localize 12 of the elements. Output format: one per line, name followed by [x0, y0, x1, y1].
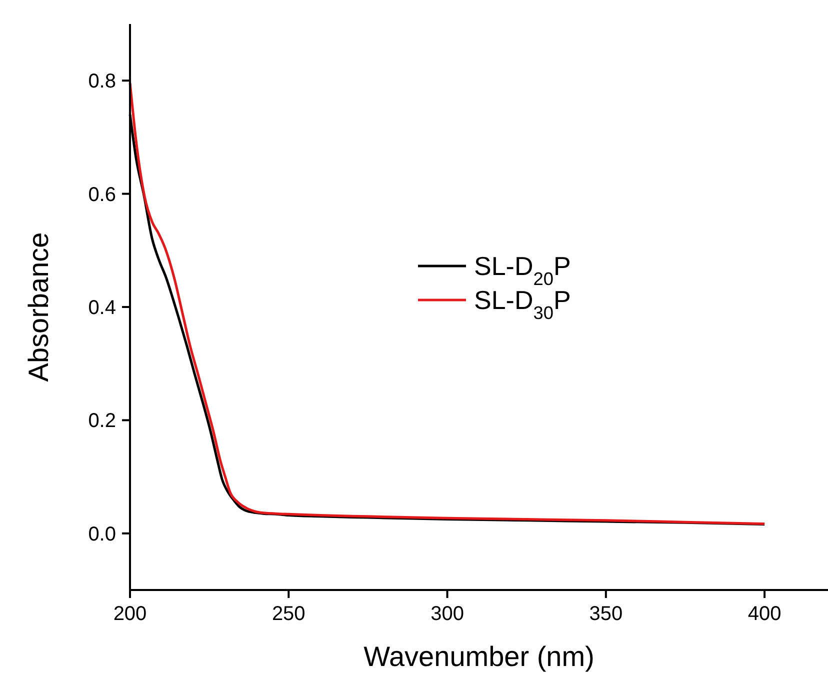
y-tick-label: 0.8: [88, 70, 116, 93]
y-tick-label: 0.6: [88, 184, 116, 206]
y-axis-title: Absorbance: [23, 232, 54, 382]
x-tick-label: 400: [748, 603, 782, 625]
x-tick-label: 350: [589, 603, 623, 625]
x-tick-label: 200: [113, 603, 147, 625]
y-tick-label: 0.0: [88, 523, 116, 546]
x-axis-title: Wavenumber (nm): [364, 641, 594, 672]
y-tick-label: 0.2: [88, 410, 116, 432]
x-tick-label: 250: [272, 603, 306, 625]
x-tick-label: 300: [430, 603, 464, 625]
y-tick-label: 0.4: [88, 297, 116, 319]
